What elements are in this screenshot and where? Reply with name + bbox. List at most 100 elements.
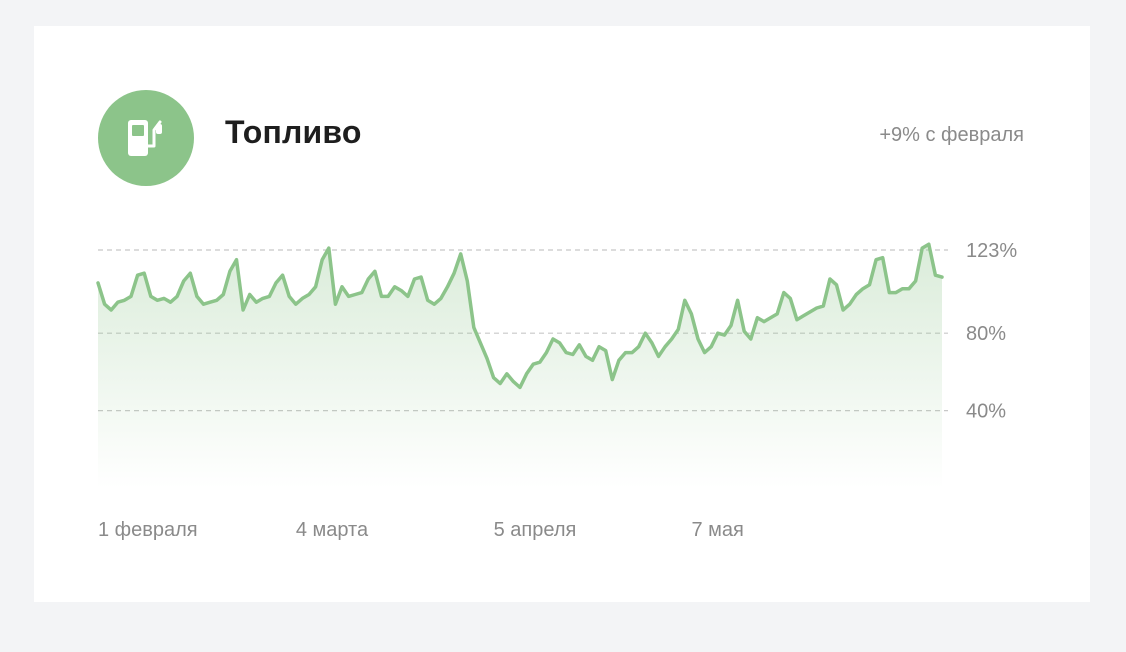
data-point xyxy=(855,293,858,296)
data-point xyxy=(341,285,344,288)
data-point xyxy=(347,295,350,298)
data-point xyxy=(222,293,225,296)
y-tick-label: 80% xyxy=(966,323,1006,345)
data-point xyxy=(914,280,917,283)
data-point xyxy=(512,380,515,383)
series-line xyxy=(96,242,944,390)
data-point xyxy=(136,274,139,277)
data-point xyxy=(875,258,878,261)
data-point xyxy=(406,295,409,298)
data-point xyxy=(499,382,502,385)
data-point xyxy=(130,295,133,298)
data-point xyxy=(809,310,812,313)
series-area xyxy=(98,244,942,488)
data-point xyxy=(380,295,383,298)
data-point xyxy=(281,274,284,277)
data-point xyxy=(354,293,357,296)
data-point xyxy=(103,303,106,306)
data-point xyxy=(769,316,772,319)
data-point xyxy=(202,303,205,306)
data-point xyxy=(690,312,693,315)
data-point xyxy=(367,278,370,281)
data-point xyxy=(413,278,416,281)
change-indicator: +9% с февраля xyxy=(879,124,1024,146)
data-point xyxy=(195,295,198,298)
data-point xyxy=(373,270,376,273)
data-point xyxy=(268,295,271,298)
data-point xyxy=(861,287,864,290)
data-point xyxy=(492,376,495,379)
x-tick-label: 4 марта xyxy=(296,519,369,541)
data-point xyxy=(472,326,475,329)
data-point xyxy=(584,355,587,358)
data-point xyxy=(275,281,278,284)
data-point xyxy=(479,341,482,344)
data-point xyxy=(828,278,831,281)
data-point xyxy=(789,297,792,300)
y-tick-label: 123% xyxy=(966,240,1017,262)
data-point xyxy=(97,281,100,284)
data-point xyxy=(881,256,884,259)
card-title: Топливо xyxy=(225,114,362,150)
data-point xyxy=(736,299,739,302)
data-point xyxy=(743,330,746,333)
data-point xyxy=(446,285,449,288)
data-point xyxy=(894,291,897,294)
data-point xyxy=(505,372,508,375)
data-point xyxy=(604,349,607,352)
data-point xyxy=(519,386,522,389)
data-point xyxy=(815,307,818,310)
data-point xyxy=(228,270,231,273)
data-point xyxy=(558,341,561,344)
data-point xyxy=(393,285,396,288)
data-point xyxy=(941,276,944,279)
data-point xyxy=(334,303,337,306)
data-point xyxy=(868,283,871,286)
data-point xyxy=(617,359,620,362)
data-point xyxy=(387,295,390,298)
fuel-pump-icon xyxy=(128,120,162,156)
data-point xyxy=(301,297,304,300)
data-point xyxy=(723,334,726,337)
data-point xyxy=(716,332,719,335)
data-point xyxy=(677,328,680,331)
data-point xyxy=(123,299,126,302)
data-point xyxy=(624,351,627,354)
data-point xyxy=(802,314,805,317)
data-point xyxy=(314,285,317,288)
data-point xyxy=(644,332,647,335)
data-point xyxy=(532,363,535,366)
data-point xyxy=(776,312,779,315)
data-point xyxy=(176,295,179,298)
data-point xyxy=(552,338,555,341)
data-point xyxy=(156,299,159,302)
data-point xyxy=(248,293,251,296)
data-point xyxy=(525,372,528,375)
data-point xyxy=(670,338,673,341)
data-point xyxy=(453,272,456,275)
data-point xyxy=(426,299,429,302)
data-point xyxy=(908,287,911,290)
data-point xyxy=(703,351,706,354)
data-point xyxy=(650,341,653,344)
data-point xyxy=(782,291,785,294)
data-point xyxy=(439,297,442,300)
data-point xyxy=(598,345,601,348)
data-point xyxy=(842,309,845,312)
data-point xyxy=(538,361,541,364)
y-tick-label: 40% xyxy=(966,401,1006,423)
data-point xyxy=(215,299,218,302)
data-point xyxy=(327,247,330,250)
data-point xyxy=(545,351,548,354)
data-point xyxy=(116,301,119,304)
data-point xyxy=(149,295,152,298)
data-point xyxy=(888,291,891,294)
data-point xyxy=(795,318,798,321)
data-point xyxy=(288,295,291,298)
data-point xyxy=(664,345,667,348)
data-point xyxy=(730,324,733,327)
data-point xyxy=(763,320,766,323)
data-point xyxy=(189,272,192,275)
data-point xyxy=(169,301,172,304)
